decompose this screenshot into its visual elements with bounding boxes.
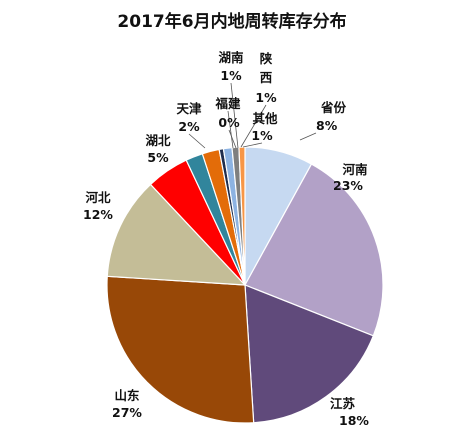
pie-slice: [238, 146, 246, 286]
slice-name-label: 湖北: [145, 133, 171, 148]
pie-slice: [244, 163, 384, 337]
slice-name-label: 西: [260, 70, 273, 85]
slice-name-label: 湖南: [218, 50, 244, 65]
leader-line: [230, 82, 239, 149]
slice-percent-label: 18%: [339, 413, 369, 428]
slice-name-label: 江苏: [330, 396, 356, 411]
slice-percent-label: 2%: [178, 119, 200, 134]
chart-title: 2017年6月内地周转库存分布: [117, 11, 346, 32]
slice-percent-label: 0%: [218, 115, 240, 130]
slice-name-label: 天津: [176, 101, 202, 116]
leader-line: [242, 142, 263, 148]
slice-percent-label: 1%: [220, 68, 242, 83]
slice-name-label: 河北: [85, 190, 111, 205]
slice-name-label: 省份: [320, 100, 347, 115]
slice-percent-label: 12%: [83, 207, 113, 222]
pie-slice: [244, 284, 375, 424]
leader-line: [240, 104, 267, 148]
leader-line: [227, 110, 234, 149]
slice-percent-label: 27%: [112, 405, 142, 420]
slice-name-label: 河南: [342, 162, 368, 177]
slice-percent-label: 1%: [255, 90, 277, 105]
slice-name-label: 陕: [260, 51, 273, 66]
pie-slice: [106, 275, 255, 424]
slice-percent-label: 23%: [333, 178, 363, 193]
slice-percent-label: 1%: [251, 128, 273, 143]
slice-percent-label: 5%: [147, 150, 169, 165]
slice-name-label: 其他: [252, 111, 278, 126]
leader-line: [188, 133, 206, 149]
label-leader-lines: [188, 82, 317, 149]
slice-name-label: 山东: [114, 388, 140, 403]
leader-line: [228, 129, 237, 149]
slice-name-label: 福建: [214, 96, 241, 111]
slice-percent-label: 8%: [316, 118, 338, 133]
pie-slice: [106, 183, 247, 286]
leader-line: [299, 132, 317, 141]
